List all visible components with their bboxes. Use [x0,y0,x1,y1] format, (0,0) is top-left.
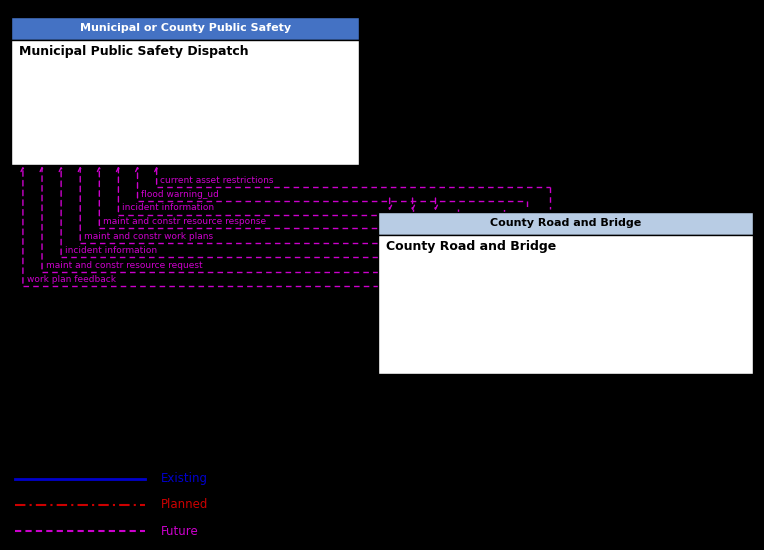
Text: County Road and Bridge: County Road and Bridge [490,218,641,228]
Bar [11,16,359,40]
Text: Municipal Public Safety Dispatch: Municipal Public Safety Dispatch [19,45,249,58]
Text: Municipal or County Public Safety: Municipal or County Public Safety [79,23,291,33]
Text: flood warning_ud: flood warning_ud [141,190,219,199]
Text: Planned: Planned [160,498,208,512]
Text: incident information: incident information [65,246,157,255]
Text: work plan feedback: work plan feedback [27,275,115,284]
Text: County Road and Bridge: County Road and Bridge [386,240,556,254]
Text: Future: Future [160,525,198,538]
Text: Existing: Existing [160,472,208,485]
Bar [11,40,359,165]
Text: maint and constr resource response: maint and constr resource response [103,217,267,226]
Text: maint and constr work plans: maint and constr work plans [84,232,213,241]
Bar [378,212,753,235]
Text: current asset restrictions: current asset restrictions [160,176,274,185]
Text: maint and constr resource request: maint and constr resource request [46,261,202,270]
Bar [378,235,753,374]
Text: incident information: incident information [122,204,215,212]
